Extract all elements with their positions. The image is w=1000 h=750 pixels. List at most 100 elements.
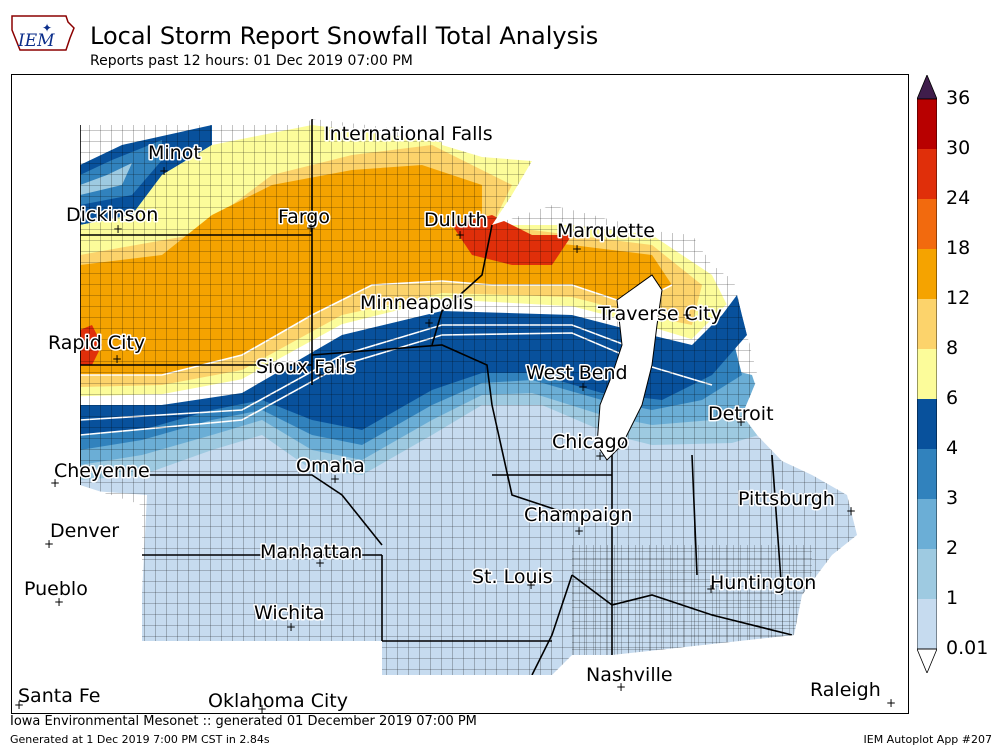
colorbar-tick-label: 1 (946, 587, 959, 609)
svg-text:St. Louis: St. Louis (472, 566, 553, 588)
svg-text:+: + (257, 702, 267, 713)
svg-text:Cheyenne: Cheyenne (54, 460, 150, 482)
svg-text:+: + (50, 476, 60, 490)
colorbar-tick-label: 2 (946, 537, 959, 559)
svg-text:+: + (682, 308, 692, 322)
city-wichita: Wichita+ (253, 601, 327, 635)
svg-text:+: + (572, 242, 582, 256)
page-title: Local Storm Report Snowfall Total Analys… (90, 22, 599, 50)
colorbar-over-extension (917, 75, 937, 100)
svg-text:+: + (54, 595, 64, 609)
state-boundaries (80, 119, 793, 675)
svg-text:Champaign: Champaign (524, 504, 633, 526)
svg-text:Dickinson: Dickinson (66, 204, 158, 226)
colorbar-band (917, 199, 937, 249)
colorbar-tick-label: 12 (946, 287, 971, 309)
colorbar-band (917, 349, 937, 399)
svg-text:Pittsburgh: Pittsburgh (738, 488, 835, 510)
colorbar-band (917, 599, 937, 649)
svg-text:Minneapolis: Minneapolis (360, 292, 473, 314)
city-manhattan: Manhattan+ (259, 540, 364, 571)
city-fargo: Fargo+ (277, 205, 332, 236)
colorbar-band (917, 299, 937, 349)
colorbar-tick-label: 0.01 (946, 637, 989, 659)
svg-text:+: + (706, 582, 716, 596)
svg-text:+: + (306, 221, 316, 235)
city-cheyenne: Cheyenne+ (50, 459, 151, 491)
city-labels: Minot+ International Falls Dickinson+ Fa… (14, 122, 897, 714)
svg-text:West Bend: West Bend (526, 362, 628, 384)
colorbar-band (917, 149, 937, 199)
city-west-bend: West Bend+ (525, 361, 630, 395)
svg-text:+: + (578, 380, 588, 394)
city-sioux-falls: Sioux Falls+ (255, 355, 358, 383)
svg-text:Manhattan: Manhattan (260, 541, 362, 563)
county-boundaries (80, 119, 857, 675)
svg-text:+: + (44, 537, 54, 551)
city-chicago: Chicago+ (551, 430, 630, 464)
city-nashville: Nashville+ (585, 663, 675, 695)
svg-text:Oklahoma City: Oklahoma City (208, 690, 348, 712)
colorbar-tick-label: 8 (946, 337, 959, 359)
svg-text:Minot: Minot (148, 142, 201, 164)
city-minot: Minot+ (147, 141, 203, 179)
colorbar-band (917, 249, 937, 299)
page-subtitle: Reports past 12 hours: 01 Dec 2019 07:00… (90, 53, 413, 69)
colorbar-tick-label: 6 (946, 387, 959, 409)
svg-text:+: + (736, 415, 746, 429)
city-omaha: Omaha+ (295, 454, 367, 487)
city-rapid-city: Rapid City+ (47, 331, 147, 367)
svg-text:+: + (330, 472, 340, 486)
city-denver: Denver+ (44, 519, 121, 552)
city-raleigh: Raleigh + (809, 678, 897, 711)
svg-text:Fargo: Fargo (278, 206, 330, 228)
colorbar-band (917, 499, 937, 549)
city-traverse-city: Traverse City+ (596, 302, 724, 327)
colorbar-band (917, 449, 937, 499)
city-duluth: Duluth+ (423, 208, 490, 243)
svg-text:+: + (159, 164, 169, 178)
city-oklahoma-city: Oklahoma City+ (207, 689, 350, 714)
svg-text:Santa Fe: Santa Fe (18, 685, 100, 707)
svg-text:+: + (315, 368, 325, 382)
iem-logo: IEM ✦ (8, 6, 78, 64)
city-marquette: Marquette+ (556, 219, 657, 257)
city-huntington: Huntington+ (706, 571, 818, 597)
svg-text:✦: ✦ (42, 21, 52, 35)
city-detroit: Detroit+ (707, 402, 776, 430)
svg-text:Huntington: Huntington (710, 572, 816, 594)
footer-generated: Iowa Environmental Mesonet :: generated … (10, 714, 477, 729)
colorbar-tick-label: 36 (946, 87, 971, 109)
colorbar-tick-label: 30 (946, 137, 971, 159)
city-pueblo: Pueblo+ (23, 577, 90, 610)
svg-text:+: + (595, 449, 605, 463)
svg-text:Rapid City: Rapid City (48, 332, 145, 354)
city-pittsburgh: Pittsburgh + (737, 487, 857, 519)
svg-text:Raleigh: Raleigh (810, 679, 881, 701)
colorbar-band (917, 99, 937, 149)
snowfall-map[interactable]: Minot + International Falls Dickinson + Fa… (11, 74, 909, 714)
svg-text:Denver: Denver (50, 520, 119, 542)
svg-text:International Falls: International Falls (324, 123, 493, 145)
svg-text:Sioux Falls: Sioux Falls (256, 356, 356, 378)
colorbar-scale (917, 75, 937, 673)
city-dickinson: Dickinson+ (65, 203, 160, 237)
svg-text:Traverse City: Traverse City (597, 303, 722, 325)
svg-text:Duluth: Duluth (424, 209, 488, 231)
svg-text:+: + (846, 504, 856, 518)
svg-text:Nashville: Nashville (586, 664, 673, 686)
city-santa-fe: Santa Fe+ (14, 684, 102, 713)
colorbar-tick-label: 24 (946, 187, 971, 209)
colorbar-tick-label: 18 (946, 237, 971, 259)
city-minneapolis: Minneapolis + (359, 291, 475, 331)
svg-text:Chicago: Chicago (552, 431, 628, 453)
svg-text:+: + (286, 620, 296, 634)
svg-text:Pueblo: Pueblo (24, 578, 88, 600)
svg-text:+: + (14, 698, 24, 712)
logo-text: IEM (17, 31, 55, 51)
svg-text:Wichita: Wichita (254, 602, 325, 624)
svg-text:Omaha: Omaha (296, 455, 365, 477)
colorbar-under-extension (917, 648, 937, 673)
footer-timing: Generated at 1 Dec 2019 7:00 PM CST in 2… (10, 733, 270, 746)
svg-text:Marquette: Marquette (557, 220, 655, 242)
